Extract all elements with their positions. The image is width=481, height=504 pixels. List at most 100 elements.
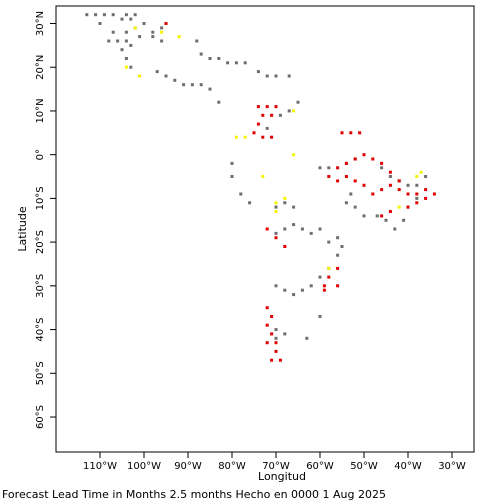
data-point — [371, 192, 375, 196]
data-point — [190, 83, 194, 87]
y-tick-label: 20°N — [35, 55, 46, 80]
y-tick-label: 30°S — [35, 274, 46, 298]
y-tick-label: 60°S — [35, 405, 46, 429]
data-point — [415, 183, 419, 187]
data-point — [120, 48, 124, 52]
data-point — [340, 245, 344, 248]
data-point — [336, 166, 340, 170]
data-point — [327, 175, 331, 178]
data-point — [419, 170, 423, 174]
x-tick-label: 80°W — [218, 461, 246, 472]
data-point — [208, 87, 212, 91]
data-point — [195, 39, 199, 43]
data-point — [375, 214, 379, 218]
data-point — [388, 210, 392, 213]
data-point — [164, 74, 168, 78]
data-point — [362, 183, 366, 187]
data-point — [270, 315, 274, 318]
data-point — [226, 61, 230, 65]
data-point — [384, 218, 388, 222]
data-point — [336, 253, 340, 257]
data-point — [309, 284, 313, 288]
data-point — [292, 109, 296, 113]
data-point — [177, 35, 181, 39]
data-point — [124, 13, 128, 17]
data-point — [256, 122, 260, 126]
data-point — [344, 161, 348, 165]
data-point — [349, 131, 353, 135]
data-point — [353, 205, 357, 209]
data-point — [173, 78, 177, 82]
x-axis-ticks: 110°W 100°W 90°W 80°W 70°W 60°W 50°W 40°W 30°W — [83, 452, 466, 472]
data-point — [287, 74, 291, 78]
data-point — [160, 26, 164, 30]
data-point — [239, 192, 243, 196]
data-point — [397, 205, 401, 209]
data-point — [261, 113, 265, 117]
data-point — [278, 358, 282, 362]
data-point — [287, 109, 291, 113]
data-point — [380, 214, 384, 218]
data-point — [230, 161, 234, 165]
data-point — [274, 236, 278, 240]
data-points — [85, 13, 436, 362]
data-point — [292, 205, 296, 209]
data-point — [353, 179, 357, 183]
data-point — [98, 22, 102, 25]
data-point — [327, 166, 331, 170]
x-tick-label: 100°W — [127, 461, 161, 472]
data-point — [160, 39, 164, 43]
data-point — [274, 328, 278, 332]
data-point — [358, 131, 362, 135]
data-point — [415, 201, 419, 205]
data-point — [182, 83, 186, 87]
data-point — [309, 231, 313, 235]
y-tick-label: 10°S — [35, 186, 46, 210]
data-point — [274, 231, 278, 235]
data-point — [265, 323, 269, 327]
data-point — [261, 175, 265, 178]
data-point — [283, 227, 287, 231]
data-point — [274, 341, 278, 345]
data-point — [283, 196, 287, 200]
x-axis-title: Longitud — [258, 470, 306, 483]
data-point — [327, 240, 331, 244]
data-point — [362, 153, 366, 157]
data-point — [278, 113, 282, 117]
data-point — [274, 210, 278, 213]
data-point — [388, 183, 392, 187]
x-tick-label: 60°W — [306, 461, 334, 472]
data-point — [265, 105, 269, 109]
data-point — [424, 175, 428, 178]
x-tick-label: 70°W — [262, 461, 290, 472]
data-point — [274, 284, 278, 288]
data-point — [388, 170, 392, 174]
data-point — [283, 245, 287, 248]
data-point — [142, 22, 146, 25]
data-point — [415, 175, 419, 178]
data-point — [327, 266, 331, 270]
data-point — [380, 166, 384, 170]
data-point — [322, 284, 326, 288]
data-point — [300, 227, 304, 231]
data-point — [160, 30, 164, 34]
data-point — [151, 30, 155, 34]
y-axis-title: Latitude — [16, 206, 29, 252]
data-point — [300, 288, 304, 292]
data-point — [283, 288, 287, 292]
data-point — [283, 332, 287, 336]
data-point — [292, 223, 296, 227]
y-tick-label: 30°N — [35, 11, 46, 36]
data-point — [380, 188, 384, 192]
data-point — [274, 201, 278, 205]
data-point — [243, 61, 247, 65]
data-point — [336, 236, 340, 240]
x-tick-label: 50°W — [350, 461, 378, 472]
data-point — [402, 218, 406, 222]
data-point — [199, 83, 203, 87]
data-point — [111, 30, 115, 34]
data-point — [138, 35, 142, 39]
data-point — [344, 201, 348, 205]
data-point — [265, 306, 269, 310]
